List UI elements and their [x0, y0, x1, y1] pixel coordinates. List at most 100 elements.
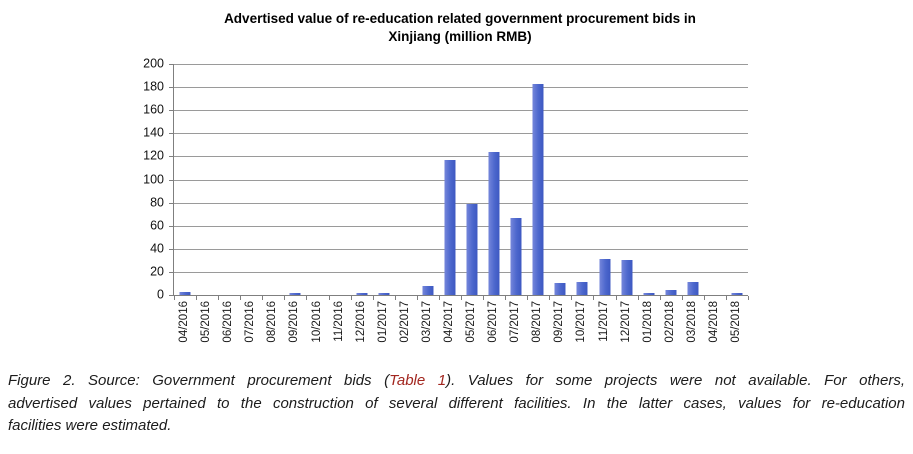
caption-text-before-link: Figure 2. Source: Government procurement…: [8, 372, 390, 389]
x-axis-label: 01/2017: [376, 301, 389, 343]
x-axis-label: 08/2017: [531, 301, 544, 343]
caption-line-1: Figure 2. Source: Government procurement…: [8, 370, 905, 393]
x-axis-label: 09/2017: [553, 301, 566, 343]
y-axis-label: 120: [143, 149, 164, 164]
x-axis-tick: [527, 296, 529, 300]
y-axis-label: 140: [143, 126, 164, 141]
x-axis-label: 05/2016: [200, 301, 213, 343]
x-axis-tick: [438, 296, 440, 300]
x-axis-label: 01/2018: [641, 301, 654, 343]
figure-caption: Figure 2. Source: Government procurement…: [8, 370, 905, 438]
x-axis-tick: [262, 296, 264, 300]
caption-line-3: facilities were estimated.: [8, 417, 172, 434]
x-axis-label: 07/2016: [244, 301, 257, 343]
x-axis-tick: [350, 296, 352, 300]
y-axis-label: 80: [150, 195, 164, 210]
bar-12-2016: [356, 293, 368, 295]
x-axis-label: 11/2016: [332, 301, 345, 342]
gridline: [174, 87, 748, 89]
bar-11-2017: [598, 259, 611, 295]
x-axis-label: 09/2016: [288, 301, 301, 343]
x-axis-tick: [703, 296, 705, 300]
x-axis-label: 02/2018: [663, 301, 676, 343]
x-axis-tick: [681, 296, 683, 300]
x-axis-label: 12/2017: [619, 301, 632, 343]
y-axis-tick: [169, 156, 173, 158]
y-axis-tick: [169, 64, 173, 65]
x-axis-label: 10/2017: [575, 301, 588, 343]
x-axis-tick: [416, 296, 418, 300]
x-axis-label: 12/2016: [354, 301, 367, 343]
bar-07-2017: [510, 217, 522, 295]
gridline: [174, 110, 748, 112]
x-axis-label: 08/2016: [266, 301, 279, 343]
x-axis-tick: [174, 296, 175, 300]
gridline: [174, 179, 748, 181]
bar-12-2017: [621, 260, 633, 295]
y-axis-tick: [169, 248, 173, 250]
x-axis-tick: [218, 296, 220, 300]
y-axis-label: 60: [150, 218, 164, 233]
bar-01-2018: [643, 293, 655, 295]
x-axis-tick: [571, 296, 573, 300]
x-axis-label: 05/2017: [465, 301, 478, 343]
x-axis-tick: [748, 296, 749, 300]
x-axis-label: 06/2017: [487, 301, 500, 343]
bar-04-2016: [179, 291, 191, 295]
bar-03-2017: [422, 285, 434, 295]
x-axis-tick: [637, 296, 639, 300]
x-axis-label: 07/2017: [509, 301, 522, 343]
x-axis-tick: [196, 296, 198, 300]
gridline: [174, 133, 748, 135]
x-axis-label: 11/2017: [597, 301, 610, 342]
y-axis-tick: [169, 87, 173, 89]
chart-title-line-1: Advertised value of re-education related…: [224, 11, 696, 26]
x-axis-tick: [659, 296, 661, 300]
chart-title-line-2: Xinjiang (million RMB): [388, 28, 532, 44]
x-axis-label: 05/2018: [729, 301, 742, 343]
bar-10-2017: [576, 282, 588, 295]
x-axis-label: 02/2017: [398, 301, 411, 343]
gridline: [174, 248, 748, 250]
caption-text-after-link: ). Values for some projects were not ava…: [446, 372, 906, 389]
y-axis-label: 160: [143, 102, 164, 117]
x-axis-tick: [240, 296, 242, 300]
bar-08-2017: [532, 83, 544, 295]
x-axis-label: 04/2017: [442, 301, 455, 343]
bar-05-2018: [731, 293, 743, 295]
y-axis-label: 40: [150, 241, 164, 256]
y-axis-tick: [169, 202, 173, 204]
y-axis-tick: [169, 110, 173, 112]
y-axis-tick: [169, 225, 173, 227]
x-axis-tick: [615, 296, 617, 300]
x-axis-label: 04/2016: [178, 301, 191, 343]
y-axis-label: 200: [143, 56, 164, 71]
x-axis-label: 03/2018: [685, 301, 698, 343]
x-axis-tick: [284, 296, 286, 300]
x-axis-tick: [461, 296, 462, 300]
bar-04-2017: [444, 159, 456, 295]
gridline: [174, 202, 748, 204]
y-axis-tick: [169, 179, 173, 181]
bar-06-2017: [488, 151, 500, 295]
x-axis-label: 04/2018: [707, 301, 720, 343]
bar-03-2018: [687, 282, 699, 295]
bar-01-2017: [378, 293, 390, 295]
bar-09-2017: [554, 283, 566, 295]
x-axis-tick: [505, 296, 507, 300]
bar-09-2016: [289, 293, 301, 295]
gridline: [174, 64, 748, 65]
table-1-link[interactable]: Table 1: [389, 372, 447, 389]
y-axis-tick: [169, 271, 173, 273]
x-axis-tick: [306, 296, 308, 300]
x-axis-tick: [483, 296, 485, 300]
y-axis-tick: [169, 133, 173, 135]
bar-05-2017: [466, 203, 478, 295]
gridline: [174, 156, 748, 158]
plot-area: 0 20 40 60 80 100 120 140 160 180 200 04/2016 05/201…: [143, 57, 749, 343]
gridline: [174, 271, 748, 273]
y-axis-label: 20: [150, 264, 164, 279]
y-axis-label: 0: [157, 287, 164, 302]
y-axis-label: 180: [143, 79, 164, 94]
